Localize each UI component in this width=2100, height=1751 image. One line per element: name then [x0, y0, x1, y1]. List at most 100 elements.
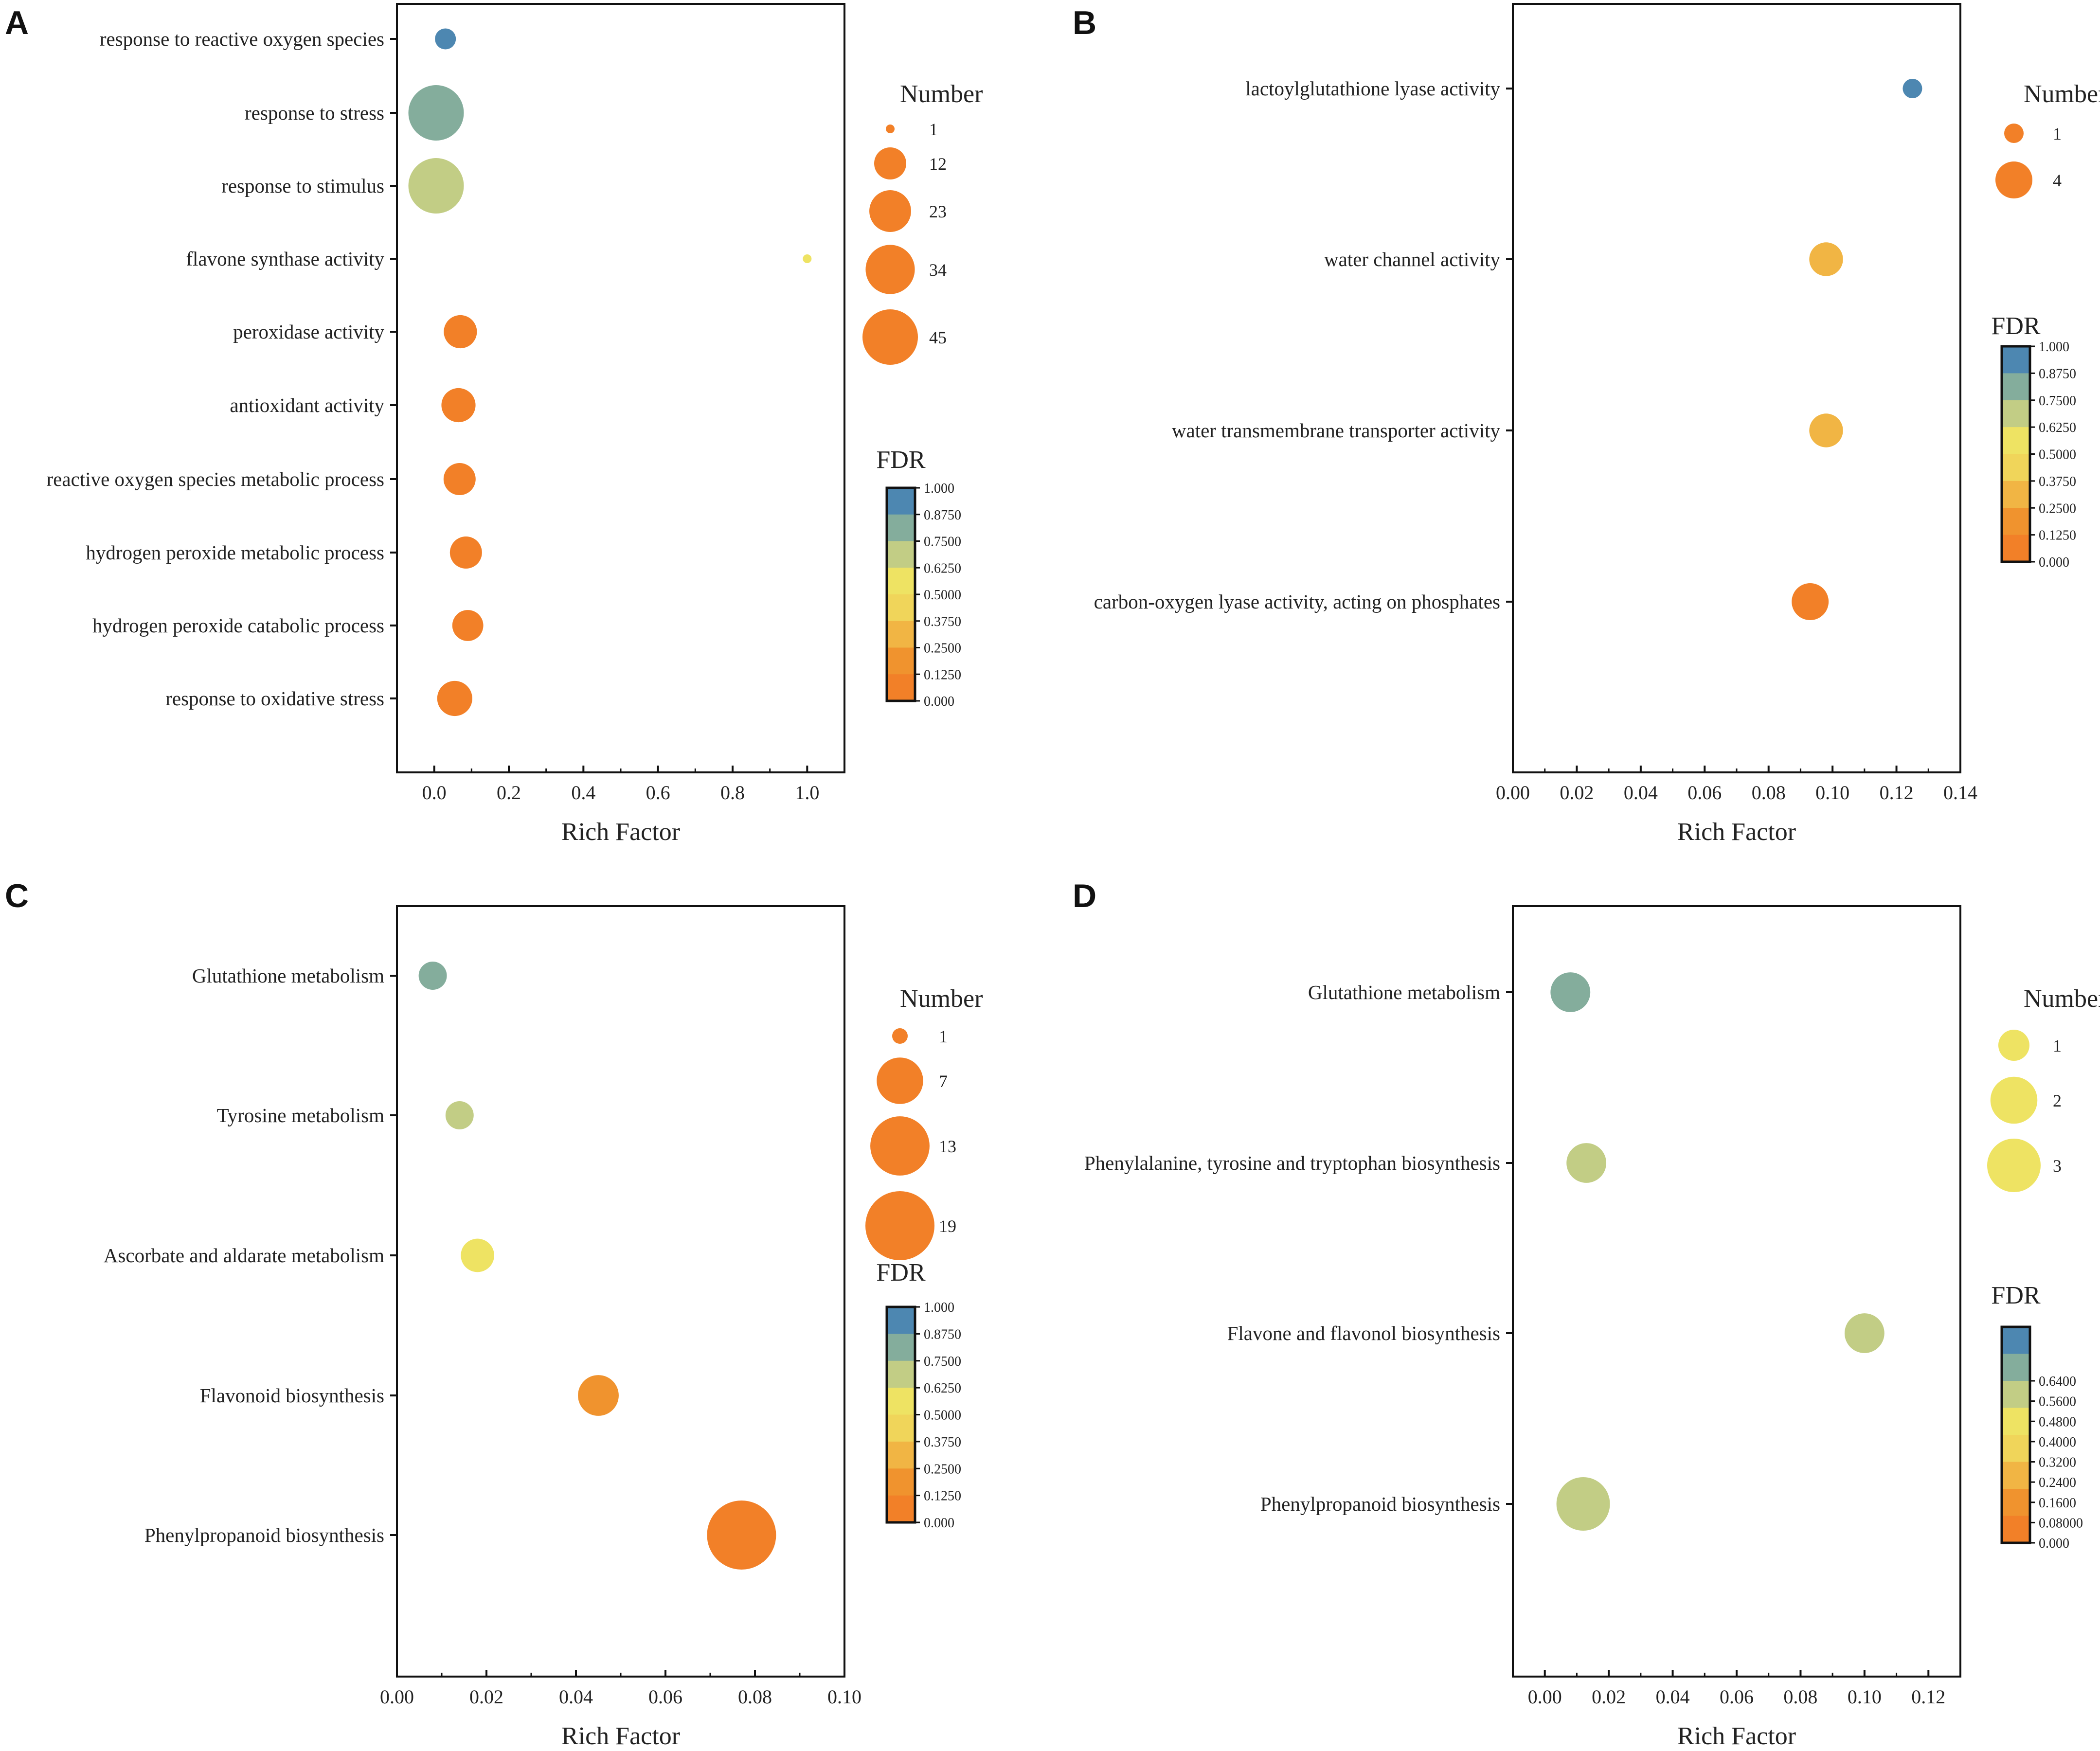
- colorbar-tick-label: 0.8750: [924, 1327, 961, 1342]
- colorbar-segment: [2002, 427, 2030, 454]
- size-legend-bubble: [870, 1116, 930, 1176]
- y-tick-label: hydrogen peroxide metabolic process: [86, 541, 384, 564]
- bubble-point[interactable]: [707, 1501, 776, 1570]
- colorbar-segment: [887, 674, 915, 701]
- colorbar-tick-label: 0.6400: [2039, 1374, 2076, 1389]
- x-tick-label: 0.12: [1911, 1686, 1945, 1708]
- bubble-point[interactable]: [443, 463, 476, 495]
- colorbar-segment: [887, 1468, 915, 1496]
- colorbar-tick-label: 0.000: [924, 694, 954, 709]
- size-legend-label: 1: [2053, 1036, 2062, 1055]
- bubble-point[interactable]: [1809, 242, 1843, 276]
- x-tick-label: 0.08: [1752, 782, 1786, 804]
- colorbar-segment: [887, 594, 915, 622]
- size-legend-label: 7: [939, 1072, 948, 1091]
- bubble-point[interactable]: [408, 85, 464, 141]
- bubble-point[interactable]: [803, 254, 812, 263]
- colorbar-tick-label: 1.000: [924, 1300, 954, 1315]
- colorbar-tick-label: 0.000: [2039, 555, 2069, 570]
- bubble-point[interactable]: [578, 1375, 619, 1416]
- x-tick-label: 0.00: [1528, 1686, 1562, 1708]
- size-legend-label: 13: [939, 1137, 956, 1156]
- panel-label: D: [1073, 877, 1096, 914]
- y-tick-label: response to oxidative stress: [165, 687, 384, 710]
- fdr-legend-title: FDR: [1991, 312, 2040, 340]
- colorbar-segment: [2002, 373, 2030, 401]
- size-legend-title: Number: [2024, 80, 2100, 108]
- size-legend-label: 34: [929, 260, 947, 280]
- colorbar-tick-label: 0.5600: [2039, 1394, 2076, 1410]
- size-legend-bubble: [1990, 1076, 2038, 1124]
- size-legend-bubble: [2004, 124, 2024, 143]
- colorbar-segment: [887, 541, 915, 568]
- y-tick-label: lactoylglutathione lyase activity: [1245, 77, 1500, 100]
- x-tick-label: 0.6: [646, 782, 670, 804]
- bubble-point[interactable]: [437, 680, 472, 716]
- colorbar-segment: [2002, 1354, 2030, 1381]
- colorbar-tick-label: 0.000: [924, 1516, 954, 1531]
- bubble-point[interactable]: [408, 158, 464, 214]
- bubble-point[interactable]: [1844, 1313, 1885, 1353]
- colorbar-tick-label: 0.5000: [924, 588, 961, 603]
- x-axis-title: Rich Factor: [561, 1722, 680, 1750]
- colorbar-tick-label: 0.4800: [2039, 1414, 2076, 1429]
- bubble-point[interactable]: [444, 315, 477, 349]
- panel-label: C: [5, 877, 29, 914]
- colorbar-tick-label: 0.8750: [2039, 366, 2076, 381]
- bubble-point[interactable]: [1792, 583, 1829, 620]
- x-tick-label: 0.08: [738, 1686, 772, 1708]
- y-tick-label: response to reactive oxygen species: [100, 28, 384, 50]
- colorbar-tick-label: 0.2500: [924, 1462, 961, 1477]
- bubble-point[interactable]: [1556, 1477, 1610, 1531]
- fdr-colorbar: FDR 0.6400 0.5600 0.4800 0.4000 0.3200 0.2400 0…: [1991, 1282, 2083, 1551]
- bubble-point[interactable]: [445, 1101, 474, 1129]
- panel-d: D 0.00 0.02 0.04 0.06 0.08 0.10 0.12 Rich Factor…: [1073, 877, 2100, 1750]
- bubble-point[interactable]: [452, 610, 484, 641]
- bubble-point[interactable]: [1566, 1143, 1607, 1183]
- x-tick-label: 0.0: [422, 782, 447, 804]
- colorbar-tick-label: 0.6250: [924, 1381, 961, 1396]
- x-tick-label: 0.08: [1783, 1686, 1817, 1708]
- y-tick-label: reactive oxygen species metabolic proces…: [47, 468, 384, 490]
- bubble-point[interactable]: [418, 962, 447, 990]
- colorbar-segment: [887, 1441, 915, 1469]
- colorbar-segment: [887, 568, 915, 595]
- bubble-point[interactable]: [1809, 413, 1843, 447]
- bubble-point[interactable]: [449, 536, 482, 569]
- colorbar-segment: [887, 1360, 915, 1388]
- x-axis-title: Rich Factor: [1677, 1722, 1796, 1750]
- size-legend-bubble: [862, 309, 918, 365]
- colorbar-tick-label: 0.5000: [2039, 447, 2076, 463]
- size-legend-label: 4: [2053, 171, 2062, 190]
- colorbar-segment: [887, 488, 915, 515]
- colorbar-tick-label: 0.08000: [2039, 1516, 2083, 1531]
- colorbar-segment: [2002, 454, 2030, 482]
- size-legend-label: 1: [929, 120, 938, 139]
- bubble-point[interactable]: [1550, 972, 1591, 1012]
- colorbar-tick-label: 0.6250: [924, 561, 961, 576]
- colorbar-tick-label: 0.1250: [924, 1489, 961, 1504]
- bubble-point[interactable]: [1903, 79, 1922, 98]
- colorbar-segment: [887, 1307, 915, 1334]
- fdr-colorbar: FDR 1.000 0.8750 0.7500 0.6250 0.5000 0.3750 0.…: [876, 446, 961, 709]
- colorbar-segment: [887, 1414, 915, 1442]
- bubble-point[interactable]: [461, 1238, 494, 1272]
- y-tick-label: Tyrosine metabolism: [217, 1104, 385, 1126]
- size-legend-label: 1: [2053, 124, 2062, 143]
- y-tick-label: response to stimulus: [221, 175, 384, 197]
- colorbar-segment: [2002, 508, 2030, 536]
- colorbar-segment: [887, 1334, 915, 1361]
- colorbar-tick-label: 0.000: [2039, 1536, 2069, 1551]
- y-tick-label: Phenylpropanoid biosynthesis: [1260, 1493, 1500, 1515]
- colorbar-segment: [2002, 1408, 2030, 1435]
- colorbar-segment: [2002, 346, 2030, 374]
- x-tick-label: 0.04: [559, 1686, 593, 1708]
- x-tick-label: 0.00: [1496, 782, 1530, 804]
- bubble-point[interactable]: [435, 28, 456, 50]
- y-tick-label: water channel activity: [1324, 248, 1500, 270]
- x-tick-label: 0.12: [1880, 782, 1914, 804]
- x-tick-label: 0.04: [1624, 782, 1658, 804]
- colorbar-tick-label: 1.000: [924, 481, 954, 496]
- bubble-point[interactable]: [441, 388, 476, 423]
